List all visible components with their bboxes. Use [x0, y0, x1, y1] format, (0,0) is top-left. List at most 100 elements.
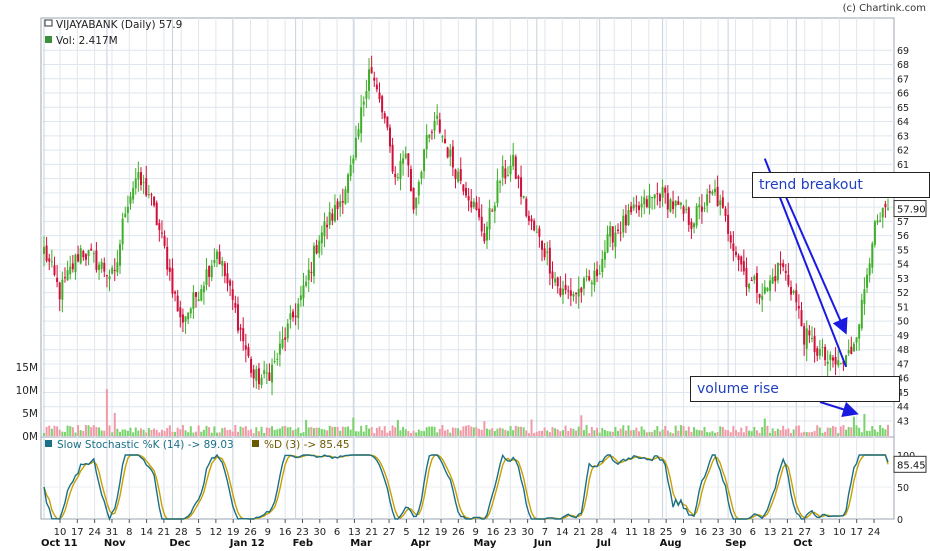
candle-body [124, 213, 127, 218]
candle-body [221, 260, 224, 266]
candle-body [530, 218, 533, 222]
candle-body [236, 304, 239, 331]
volume-bar [457, 428, 460, 436]
candle-body [499, 181, 502, 183]
volume-bar [690, 431, 693, 436]
credit-text: (c) Chartink.com [843, 3, 926, 14]
candle-body [808, 330, 811, 336]
volume-bar [441, 425, 444, 436]
volume-bar [685, 430, 688, 436]
volume-bar [226, 430, 229, 436]
volume-bar [719, 426, 722, 436]
volume-bar [166, 428, 169, 436]
volume-bar [556, 429, 559, 436]
volume-bar [179, 429, 182, 436]
x-day-label: 6 [334, 527, 340, 538]
volume-bar [69, 426, 72, 436]
volume-bar [810, 432, 813, 436]
volume-bar [622, 425, 625, 436]
candle-body [247, 347, 250, 356]
volume-bar [407, 431, 410, 436]
candle-body [816, 348, 819, 356]
price-candles [43, 55, 889, 396]
candle-body [617, 229, 620, 231]
volume-bar [396, 419, 399, 436]
candle-body [50, 261, 53, 263]
volume-bar [850, 427, 853, 436]
volume-bar [100, 430, 103, 436]
volume-bar [742, 432, 745, 436]
volume-bar [740, 427, 743, 436]
price-last-value: 57.90 [897, 205, 926, 216]
candle-body [184, 316, 187, 322]
x-day-label: 10 [54, 527, 67, 538]
candle-body [674, 200, 677, 206]
candle-body [378, 92, 381, 100]
volume-bar [139, 428, 142, 436]
volume-bar [331, 426, 334, 436]
x-day-label: 30 [729, 527, 742, 538]
volume-legend: Vol: 2.417M [56, 35, 118, 47]
volume-bar [614, 426, 617, 436]
volume-bar [234, 424, 237, 436]
volume-tick-label: 15M [16, 362, 38, 374]
volume-bar [82, 430, 85, 436]
volume-bar [320, 429, 323, 436]
volume-bar [229, 429, 232, 436]
volume-bar [305, 419, 308, 436]
candle-body [575, 292, 578, 294]
volume-bar [881, 428, 884, 436]
volume-bar [425, 427, 428, 436]
candle-body [810, 338, 813, 340]
price-tick-label: 47 [897, 359, 909, 370]
volume-bar [265, 427, 268, 436]
volume-bar [404, 429, 407, 436]
candle-body [45, 245, 48, 261]
volume-bar [189, 426, 192, 436]
volume-bar [632, 430, 635, 436]
volume-bar [758, 432, 761, 436]
candle-body [210, 265, 213, 278]
volume-bar [745, 426, 748, 436]
volume-bar [666, 430, 669, 436]
x-month-label: Mar [350, 538, 372, 549]
x-day-label: 10 [833, 527, 846, 538]
candle-body [465, 188, 467, 196]
volume-bar [530, 419, 533, 436]
candle-body [837, 360, 840, 366]
candle-body [119, 244, 122, 266]
volume-bar [247, 430, 250, 436]
candle-body [310, 271, 313, 273]
candle-body [229, 280, 232, 286]
candle-body [368, 69, 371, 91]
x-day-label: 11 [625, 527, 638, 538]
price-tick-label: 48 [897, 345, 909, 356]
volume-bar [656, 426, 659, 436]
candle-body [860, 299, 863, 329]
volume-bar [842, 425, 845, 436]
candle-body [323, 221, 326, 237]
volume-bar [444, 430, 447, 436]
volume-bar [292, 430, 295, 436]
candle-body [223, 263, 226, 276]
candle-body [669, 199, 672, 212]
volume-bar [837, 433, 840, 436]
volume-tick-label: 10M [16, 385, 38, 397]
x-day-label: 5 [195, 527, 201, 538]
candle-body [787, 274, 790, 285]
price-tick-label: 65 [897, 103, 909, 114]
x-day-label: 5 [403, 527, 409, 538]
volume-bar [782, 425, 785, 436]
volume-bar [855, 425, 858, 436]
volume-bar [252, 433, 255, 436]
price-tick-label: 44 [897, 402, 909, 413]
candle-body [181, 314, 184, 323]
price-tick-label: 56 [897, 231, 909, 242]
volume-bar [250, 429, 253, 436]
candle-body [409, 169, 412, 191]
volume-rise-annotation: volume rise [690, 376, 900, 402]
volume-bar [582, 430, 585, 436]
x-day-label: 23 [504, 527, 517, 538]
candle-body [278, 343, 281, 355]
candle-body [174, 291, 177, 294]
